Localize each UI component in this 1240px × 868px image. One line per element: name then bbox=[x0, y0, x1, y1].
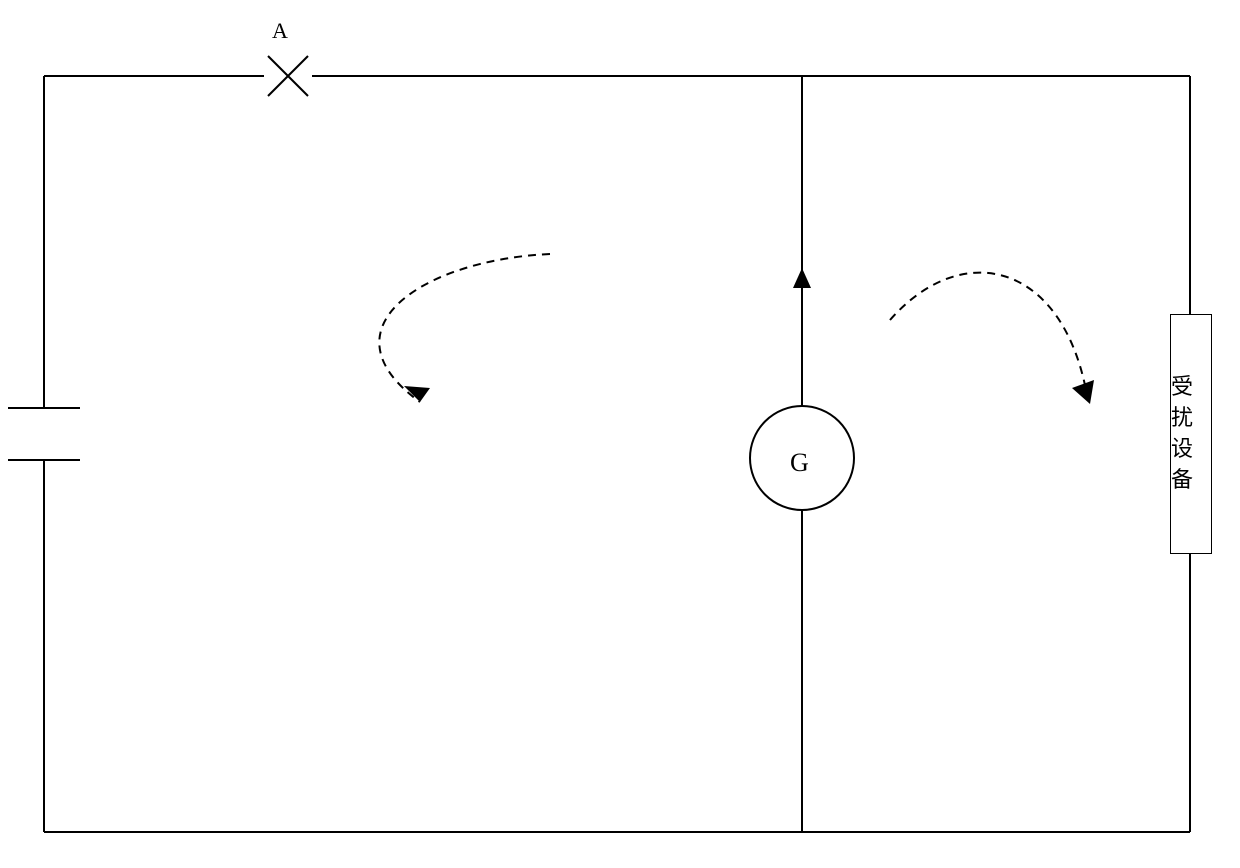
generator-label: G bbox=[790, 448, 809, 478]
circuit-diagram: A G 受扰设备 bbox=[0, 0, 1240, 863]
component-label: 受扰设备 bbox=[1171, 372, 1211, 495]
arrow-left-curve bbox=[379, 254, 550, 402]
arrow-left-head bbox=[404, 386, 430, 402]
arrow-right-head bbox=[1072, 380, 1094, 404]
switch-label: A bbox=[272, 18, 288, 44]
arrow-right-curve bbox=[890, 273, 1086, 390]
component-box: 受扰设备 bbox=[1170, 314, 1212, 554]
circuit-svg bbox=[0, 0, 1240, 863]
arrow-middle-head bbox=[793, 268, 811, 288]
